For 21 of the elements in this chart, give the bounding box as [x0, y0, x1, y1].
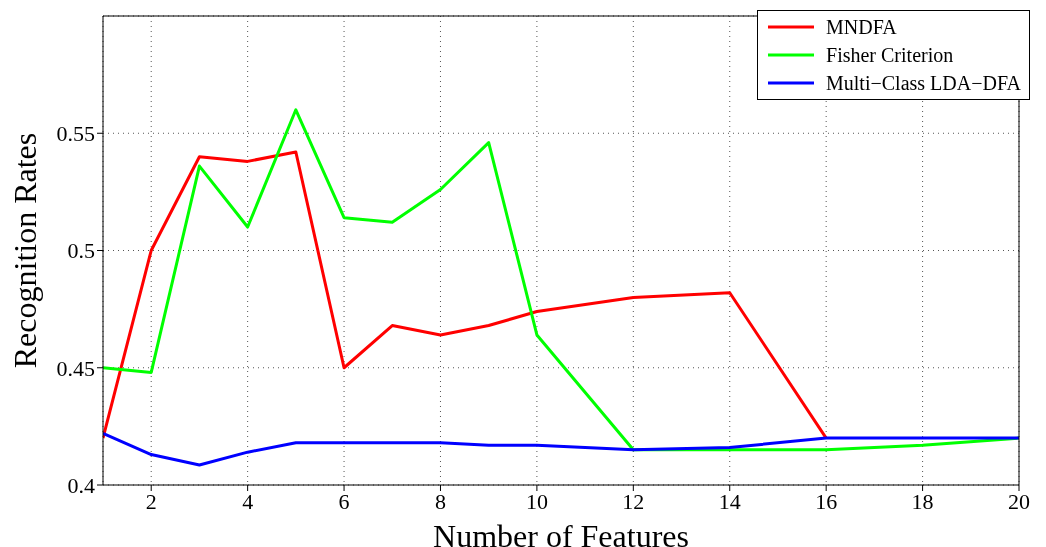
x-tick-label: 18	[911, 488, 934, 514]
x-tick-label: 4	[242, 488, 254, 514]
x-tick-label: 12	[622, 488, 645, 514]
y-tick-label: 0.45	[56, 355, 95, 381]
x-tick-label: 16	[815, 488, 838, 514]
x-tick-label: 8	[434, 488, 446, 514]
y-tick-label: 0.5	[67, 238, 95, 264]
x-tick-label: 10	[525, 488, 548, 514]
legend-label: Multi−Class LDA−DFA	[826, 71, 1021, 96]
x-tick-label: 20	[1008, 488, 1030, 514]
x-tick-label: 6	[338, 488, 350, 514]
y-tick-label: 0.55	[56, 121, 95, 147]
legend-label: MNDFA	[826, 15, 897, 40]
line-series	[103, 431, 1019, 467]
x-tick-label: 14	[718, 488, 741, 514]
x-axis-title: Number of Features	[433, 518, 689, 547]
y-tick-label: 0.4	[67, 472, 95, 498]
y-axis-title: Recognition Rates	[7, 132, 43, 369]
x-tick-label: 2	[145, 488, 157, 514]
legend-label: Fisher Criterion	[826, 43, 954, 68]
line-series	[103, 150, 828, 440]
